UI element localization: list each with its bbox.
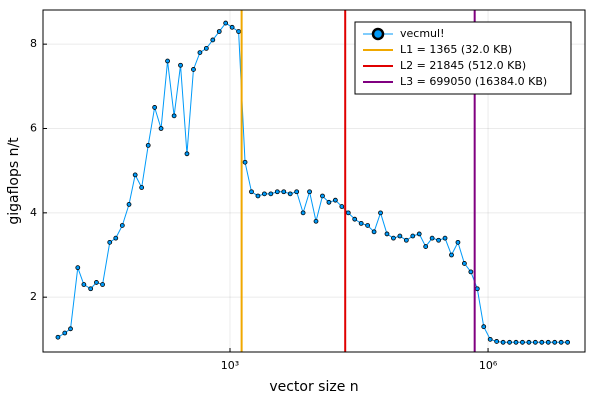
data-point [461, 261, 467, 266]
y-tick-label: 8 [30, 37, 37, 50]
data-point [126, 202, 132, 207]
data-point [88, 286, 94, 292]
data-point [526, 339, 532, 345]
legend-label: L2 = 21845 (512.0 KB) [400, 59, 526, 72]
data-point [158, 126, 164, 131]
data-point [487, 336, 493, 342]
data-point [352, 216, 358, 222]
data-point [203, 45, 209, 51]
data-point [249, 189, 254, 195]
data-point [455, 239, 461, 245]
data-point [558, 339, 564, 345]
data-point [520, 339, 525, 345]
y-tick-label: 4 [30, 206, 37, 219]
data-point [507, 339, 512, 345]
legend-label: vecmul! [400, 27, 444, 40]
data-point [468, 269, 474, 275]
data-point [119, 223, 125, 228]
y-axis-title: gigaflops n/t [6, 137, 22, 225]
data-point [171, 113, 177, 119]
data-point [307, 189, 312, 195]
data-point [494, 339, 500, 344]
data-point [365, 223, 371, 228]
data-point [132, 172, 138, 178]
data-point [68, 326, 73, 332]
data-point [139, 185, 145, 190]
data-point [545, 339, 551, 345]
data-point [294, 189, 300, 195]
data-point [152, 105, 158, 110]
data-point [107, 239, 113, 245]
data-point [94, 280, 99, 285]
data-point [242, 159, 248, 165]
data-point [75, 265, 81, 271]
data-point [210, 37, 216, 43]
x-tick-label: 10³ [221, 359, 239, 372]
data-point [397, 233, 403, 239]
data-point [436, 237, 441, 243]
data-point [62, 330, 68, 336]
data-point [371, 229, 377, 235]
data-point [474, 286, 480, 292]
legend-label: L3 = 699050 (16384.0 KB) [400, 75, 547, 88]
data-point [345, 210, 351, 216]
data-point [326, 199, 332, 205]
data-point [268, 191, 274, 197]
data-point [384, 231, 390, 237]
data-point [178, 62, 183, 68]
data-point [281, 189, 287, 195]
x-axis-title: vector size n [269, 379, 358, 395]
data-point [378, 210, 383, 216]
data-point [513, 339, 519, 345]
legend-marker [371, 27, 385, 41]
y-tick-label: 6 [30, 121, 37, 134]
data-point [358, 220, 364, 226]
data-point [236, 29, 241, 34]
data-point [481, 324, 487, 330]
data-point [262, 191, 267, 197]
data-point [100, 282, 105, 287]
legend-label: L1 = 1365 (32.0 KB) [400, 43, 512, 56]
data-point [197, 50, 203, 55]
data-point [145, 142, 151, 148]
data-point [274, 189, 280, 195]
data-point [216, 29, 222, 34]
data-point [429, 235, 435, 241]
data-point [539, 339, 545, 345]
data-point [223, 20, 229, 26]
data-point [184, 151, 190, 157]
series-line [57, 22, 568, 343]
data-point [391, 235, 396, 241]
data-point [287, 191, 293, 197]
data-point [339, 204, 345, 209]
data-point [565, 339, 571, 345]
legend: vecmul! L1 = 1365 (32.0 KB) L2 = 21845 (51… [354, 21, 572, 95]
data-point [313, 218, 319, 224]
data-point [255, 193, 261, 199]
data-point [532, 339, 538, 345]
data-point [449, 252, 454, 258]
x-tick-label: 10⁶ [479, 359, 498, 372]
y-tick-label: 2 [30, 290, 37, 303]
data-point [81, 282, 87, 287]
data-point [332, 197, 338, 203]
data-point [410, 233, 416, 239]
data-point [552, 339, 558, 345]
data-point [113, 235, 119, 241]
data-point [191, 67, 196, 72]
data-point [442, 235, 448, 241]
data-point [300, 210, 306, 216]
data-point [320, 193, 325, 199]
data-point [416, 231, 422, 237]
data-point [165, 58, 170, 64]
plot-frame [42, 9, 586, 353]
data-point [423, 244, 429, 249]
data-point [500, 339, 506, 345]
data-point [403, 237, 409, 243]
data-point [229, 24, 235, 30]
data-point [55, 334, 61, 340]
